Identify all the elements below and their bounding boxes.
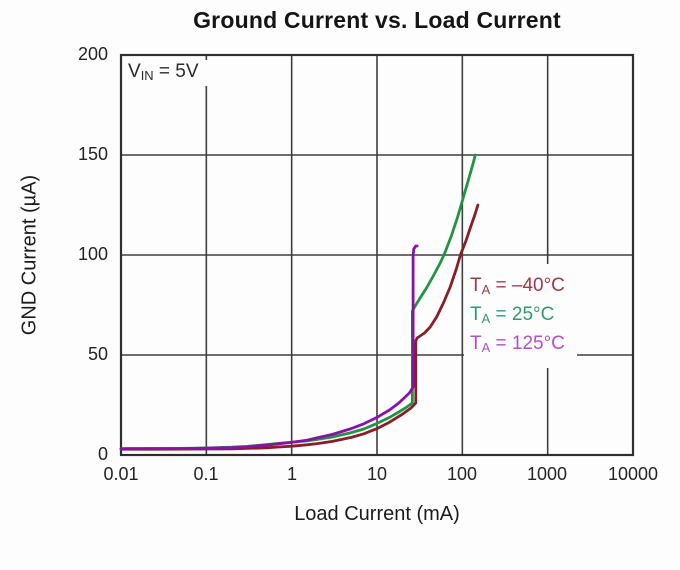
legend-item-125c: TA = 125°C <box>470 331 565 360</box>
legend: TA = –40°C TA = 25°C TA = 125°C <box>464 264 577 369</box>
legend-symbol: T <box>470 303 482 325</box>
vin-annotation-subscript: IN <box>140 67 154 83</box>
vin-annotation: VIN = 5V <box>126 60 215 86</box>
y-tick-100: 100 <box>77 244 108 265</box>
x-axis-label: Load Current (mA) <box>294 503 460 525</box>
legend-subscript: A <box>481 310 491 326</box>
legend-symbol: T <box>470 332 482 354</box>
x-tick-10000: 10000 <box>607 464 659 484</box>
legend-value: = 125°C <box>490 332 565 354</box>
legend-value: = 25°C <box>490 303 555 325</box>
legend-item-minus40c: TA = –40°C <box>470 273 565 302</box>
legend-subscript: A <box>481 281 491 297</box>
x-tick-1: 1 <box>286 464 298 484</box>
legend-item-25c: TA = 25°C <box>470 302 565 331</box>
vin-annotation-symbol: V <box>128 61 141 82</box>
x-tick-10: 10 <box>366 464 388 484</box>
y-tick-150: 150 <box>77 144 108 165</box>
vin-annotation-value: = 5V <box>153 61 199 82</box>
legend-symbol: T <box>470 275 482 296</box>
y-tick-200: 200 <box>77 44 108 65</box>
legend-subscript: A <box>481 339 491 355</box>
y-tick-0: 0 <box>97 444 108 465</box>
x-tick-100: 100 <box>446 464 478 484</box>
y-tick-50: 50 <box>87 344 108 365</box>
x-tick-0p01: 0.01 <box>103 464 139 484</box>
x-tick-0p1: 0.1 <box>193 464 219 484</box>
y-axis-label: GND Current (µA) <box>18 174 41 336</box>
chart-title: Ground Current vs. Load Current <box>193 7 561 33</box>
x-tick-1000: 1000 <box>526 464 568 484</box>
legend-value: = –40°C <box>490 275 565 296</box>
